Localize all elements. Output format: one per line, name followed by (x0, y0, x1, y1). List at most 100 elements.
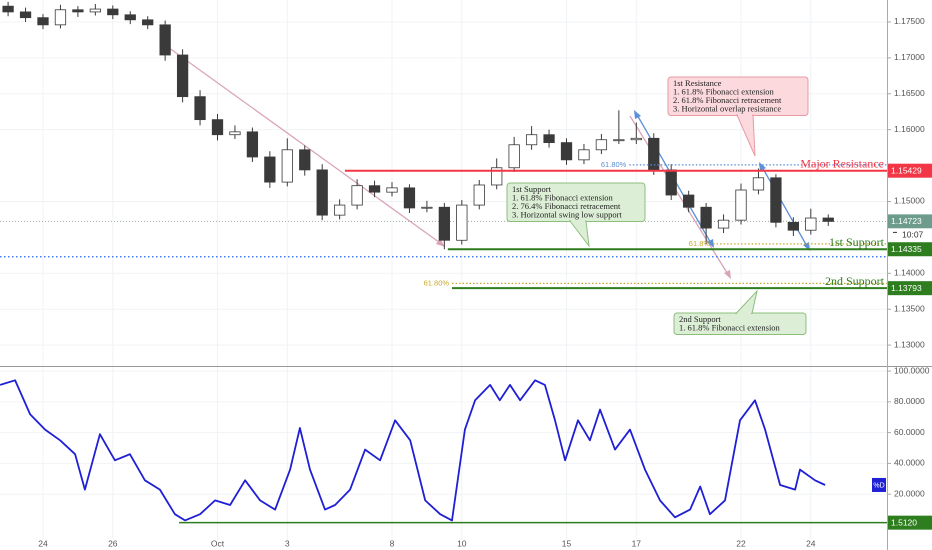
candle-body (124, 14, 136, 21)
y-tick-label: 100.0000 (894, 365, 930, 375)
arrow-head (436, 238, 445, 247)
arrow-head (724, 270, 731, 279)
candle-body (700, 206, 712, 229)
callout-line: 1. 61.8% Fibonacci extension (512, 192, 614, 202)
candle-body (683, 194, 695, 208)
x-tick-label: 22 (736, 538, 746, 548)
x-tick-label: 10 (457, 538, 467, 548)
candle-body (717, 219, 730, 229)
candle-body (543, 134, 555, 144)
x-tick-label: 26 (108, 538, 118, 548)
candle-body (386, 187, 398, 193)
callout-title: 1st Resistance (673, 78, 722, 88)
candle-body (770, 177, 782, 223)
candle-body (787, 221, 799, 231)
arrow-head (759, 162, 766, 171)
y-tick-label: 1.17500 (894, 16, 925, 26)
callout-line: 2. 76.4% Fibonacci retracement (512, 201, 621, 211)
candle-body (525, 134, 538, 146)
callout-title: 1st Support (512, 184, 552, 194)
candle-body (2, 5, 14, 13)
candle-body (421, 206, 433, 209)
candle-body (246, 131, 259, 158)
series-name: %D (873, 482, 884, 489)
y-tick-label: 1.13500 (894, 303, 925, 313)
y-tick-label: 1.14000 (894, 268, 925, 278)
last-price-tag-bg (888, 214, 932, 229)
y-tick-label: 20.0000 (894, 488, 925, 498)
candle-body (403, 187, 416, 209)
level-name: 1st Support (829, 235, 885, 249)
level-tag: 1.14335 (891, 244, 922, 254)
candle-body (473, 184, 485, 206)
candle-body (299, 149, 311, 171)
level-name: 2nd Support (825, 274, 885, 288)
y-tick-label: 1.13000 (894, 339, 925, 349)
callout-title: 2nd Support (679, 314, 721, 324)
candle-body (316, 169, 328, 216)
level-tag-bg (888, 242, 932, 257)
grid (0, 0, 887, 540)
candle-body (176, 54, 189, 98)
candle-body (334, 204, 346, 216)
callout-line: 3. Horizontal swing low support (512, 209, 622, 219)
candle-body (630, 137, 642, 141)
callout-line: 2. 61.8% Fibonacci retracement (673, 95, 782, 105)
candle-body (351, 185, 363, 206)
series-tag-bg (872, 477, 886, 492)
candle-body (264, 156, 276, 183)
candle-body (805, 217, 817, 231)
x-tick-label: 3 (285, 538, 290, 548)
level-tag: 1.15429 (891, 165, 922, 175)
candle-body (665, 169, 677, 196)
fib-label: 61.80% (601, 160, 627, 169)
callout-line: 1. 61.8% Fibonacci extension (679, 322, 781, 332)
level-tag-bg (888, 163, 932, 178)
candle-body (560, 142, 573, 161)
x-tick-label: 24 (38, 538, 48, 548)
callout-line: 1. 61.8% Fibonacci extension (673, 86, 775, 96)
fib-label: 61.80% (424, 278, 450, 287)
level-name: Major Resistance (800, 156, 884, 170)
callout-line: 3. Horizontal overlap resistance (673, 103, 781, 113)
candle-body (491, 167, 503, 186)
candle-body (752, 177, 765, 191)
last-price-tag: 1.14723 (891, 216, 922, 226)
y-tick-label: 1.17000 (894, 52, 925, 62)
y-tick-label: 60.0000 (894, 427, 925, 437)
level-tag: 1.5120 (891, 517, 917, 527)
candle-body (456, 204, 468, 241)
timer-bg (888, 228, 932, 242)
candle-body (578, 149, 590, 161)
candle-body (229, 131, 241, 136)
candle-body (211, 119, 224, 136)
candle-body (613, 139, 625, 142)
candle-body (37, 17, 49, 26)
fib-label: 61.8% (689, 239, 711, 248)
candle-body (438, 206, 450, 241)
level-tag-bg (888, 515, 932, 530)
candle-body (89, 8, 101, 13)
x-tick-label: 17 (632, 538, 642, 548)
candle-body (508, 144, 520, 169)
candle-body (595, 139, 608, 151)
x-tick-label: 8 (390, 538, 395, 548)
level-tag-bg (888, 281, 932, 296)
arrow-head (707, 239, 714, 248)
candle-body (822, 217, 834, 222)
timer: 10:07 (902, 230, 924, 240)
level-tag: 1.13793 (891, 283, 922, 293)
y-tick-label: 1.16500 (894, 88, 925, 98)
x-tick-label: Oct (211, 538, 225, 548)
arrow-head (634, 110, 641, 119)
candle-body (735, 189, 747, 221)
y-tick-label: 1.16000 (894, 124, 925, 134)
y-tick-label: 40.0000 (894, 458, 925, 468)
measure-arrow (760, 164, 809, 249)
candle-body (194, 96, 206, 121)
trend-arrow (164, 44, 444, 246)
candle-body (159, 24, 171, 56)
candle-body (72, 9, 84, 13)
